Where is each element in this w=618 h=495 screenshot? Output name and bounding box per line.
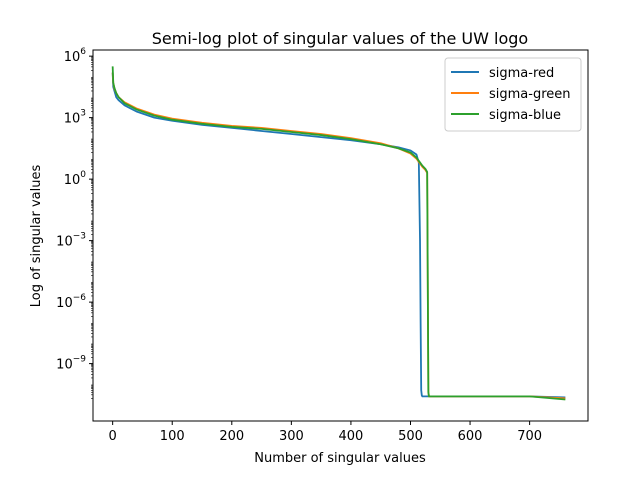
series-line-2 [111,66,566,401]
x-axis: 0 100 200 300 400 500 600 700 [109,421,542,444]
y-tick-label: 10−3 [56,232,86,250]
y-tick-label: 10−6 [56,293,86,311]
x-axis-label: Number of singular values [254,451,426,466]
y-tick-label: 100 [64,170,87,188]
x-tick-label: 400 [339,429,364,444]
y-tick-label: 106 [64,47,87,65]
legend: sigma-red sigma-green sigma-blue [444,57,582,132]
y-axis: 106 103 100 10−3 10−6 10−9 [56,47,93,399]
legend-box [444,57,582,132]
y-tick-label: 103 [64,109,86,127]
legend-label: sigma-red [489,66,554,81]
legend-label: sigma-blue [489,108,561,123]
x-tick-label: 500 [398,429,423,444]
x-tick-label: 300 [279,429,304,444]
x-tick-label: 100 [160,429,185,444]
x-tick-label: 0 [109,429,117,444]
y-axis-label: Log of singular values [29,165,44,308]
x-tick-label: 700 [517,429,542,444]
plot-frame [92,49,589,422]
x-tick-label: 600 [458,429,483,444]
legend-label: sigma-green [489,87,571,102]
chart-title: Semi-log plot of singular values of the … [152,29,528,48]
x-tick-label: 200 [219,429,244,444]
y-tick-label: 10−9 [56,355,86,373]
series-layer [111,66,566,401]
